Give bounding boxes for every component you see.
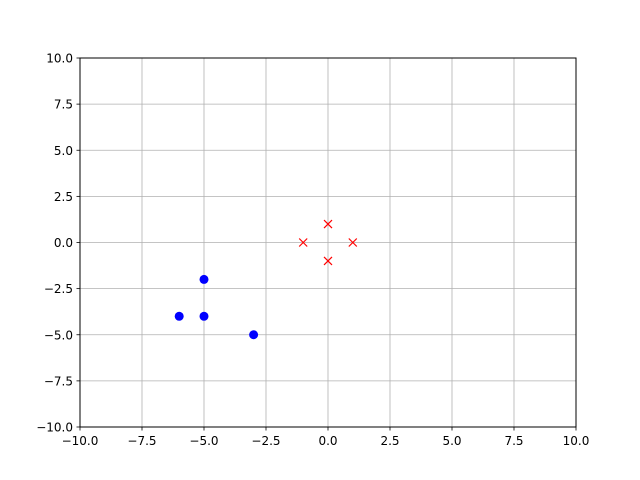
data-point-x-marker	[323, 219, 333, 229]
data-point-circle	[249, 330, 259, 340]
data-point-x-marker	[323, 256, 333, 266]
y-tick-label: −10.0	[36, 421, 73, 435]
y-tick-label: 7.5	[54, 98, 73, 112]
data-series	[174, 219, 358, 340]
axis-ticks: −10.0 −7.5 −5.0 −2.5 0.0 2.5 5.0 7.5 10.0 −10.0 −7…	[36, 52, 589, 449]
data-point-circle	[199, 311, 209, 321]
x-tick-label: 7.5	[504, 434, 523, 448]
x-tick-label: 5.0	[442, 434, 461, 448]
data-point-x-marker	[348, 238, 358, 247]
y-tick-label: 0.0	[54, 236, 73, 250]
data-point-circle	[199, 274, 209, 284]
y-tick-label: −7.5	[44, 374, 73, 388]
x-tick-label: 10.0	[563, 434, 590, 448]
y-tick-label: −5.0	[44, 328, 73, 342]
x-tick-label: −10.0	[62, 434, 99, 448]
x-tick-label: −5.0	[189, 434, 218, 448]
data-point-circle	[174, 311, 184, 321]
x-tick-label: 2.5	[380, 434, 399, 448]
x-tick-label: 0.0	[318, 434, 337, 448]
y-tick-label: 5.0	[54, 144, 73, 158]
x-tick-label: −2.5	[251, 434, 280, 448]
y-tick-label: −2.5	[44, 282, 73, 296]
data-point-x-marker	[298, 238, 308, 247]
y-tick-label: 10.0	[46, 52, 73, 66]
x-tick-label: −7.5	[127, 434, 156, 448]
y-tick-label: 2.5	[54, 190, 73, 204]
